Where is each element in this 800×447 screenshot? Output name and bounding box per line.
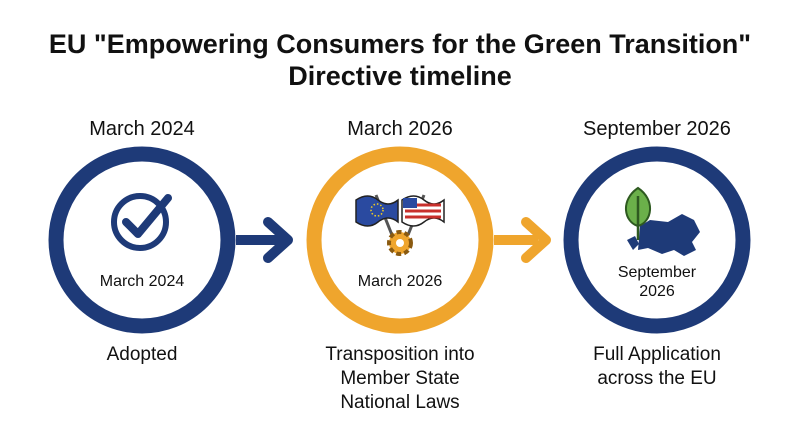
inner-date: 2026 [639,282,675,300]
check-icon [111,193,172,251]
arrow [236,217,293,263]
step-circle [563,146,751,334]
tree-map-icon [625,186,700,256]
inner-date: March 2024 [99,273,185,290]
step-date: September 2026 [583,118,731,140]
step-description: Full Application [593,344,721,365]
inner-date: September [617,263,697,281]
step-description: Member State [340,368,460,389]
step-description: National Laws [340,392,460,413]
title-line: EU "Empowering Consumers for the Green T… [48,29,752,59]
flags-gear-icon [355,194,445,256]
inner-date: March 2026 [357,273,443,290]
step-circle [306,146,494,334]
title-line: Directive timeline [288,61,512,91]
step-description: Transposition into [325,344,475,365]
arrow [494,217,551,263]
step-description: across the EU [597,368,717,389]
step-date: March 2026 [347,118,453,140]
step-circle [48,146,236,334]
step-description: Adopted [106,344,178,365]
step-date: March 2024 [89,118,195,140]
